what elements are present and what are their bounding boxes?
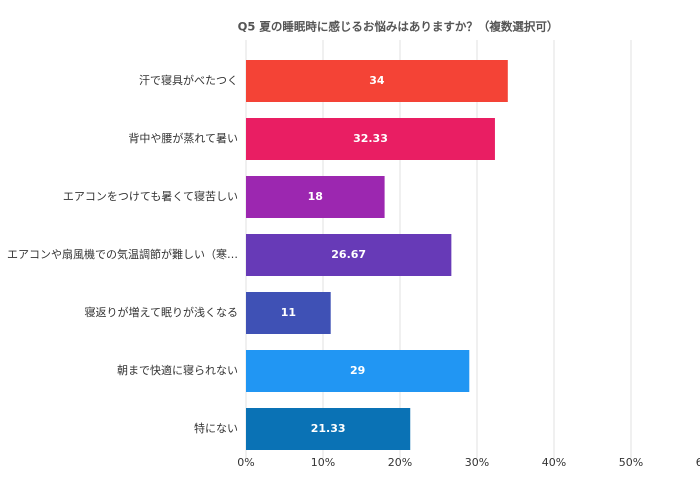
y-tick-label: 朝まで快適に寝られない — [117, 363, 238, 377]
bar — [246, 234, 452, 276]
value-label: 29 — [350, 364, 365, 377]
x-tick-label: 50% — [619, 456, 643, 469]
bar — [246, 292, 331, 334]
bar — [246, 408, 411, 450]
bar — [246, 350, 470, 392]
y-tick-label: 背中や腰が蒸れて暑い — [128, 131, 238, 145]
value-label: 21.33 — [311, 422, 346, 435]
value-label: 26.67 — [331, 248, 366, 261]
bar — [246, 118, 495, 160]
y-tick-label: 汗で寝具がべたつく — [139, 73, 238, 87]
y-tick-label: 特にない — [194, 421, 238, 435]
x-tick-label: 60% — [696, 456, 700, 469]
x-tick-label: 10% — [311, 456, 335, 469]
value-label: 18 — [308, 190, 323, 203]
bar — [246, 176, 385, 218]
bar — [246, 60, 508, 102]
y-tick-label: エアコンをつけても暑くて寝苦しい — [63, 189, 238, 203]
x-tick-label: 20% — [388, 456, 412, 469]
value-label: 32.33 — [353, 132, 388, 145]
x-tick-label: 40% — [542, 456, 566, 469]
value-label: 34 — [369, 74, 385, 87]
chart-title: Q5 夏の睡眠時に感じるお悩みはありますか？（複数選択可） — [238, 20, 559, 34]
x-tick-label: 30% — [465, 456, 489, 469]
x-tick-label: 0% — [237, 456, 254, 469]
value-label: 11 — [281, 306, 296, 319]
y-tick-label: エアコンや扇風機での気温調節が難しい（寒… — [7, 247, 238, 261]
y-tick-label: 寝返りが増えて眠りが浅くなる — [85, 305, 238, 319]
